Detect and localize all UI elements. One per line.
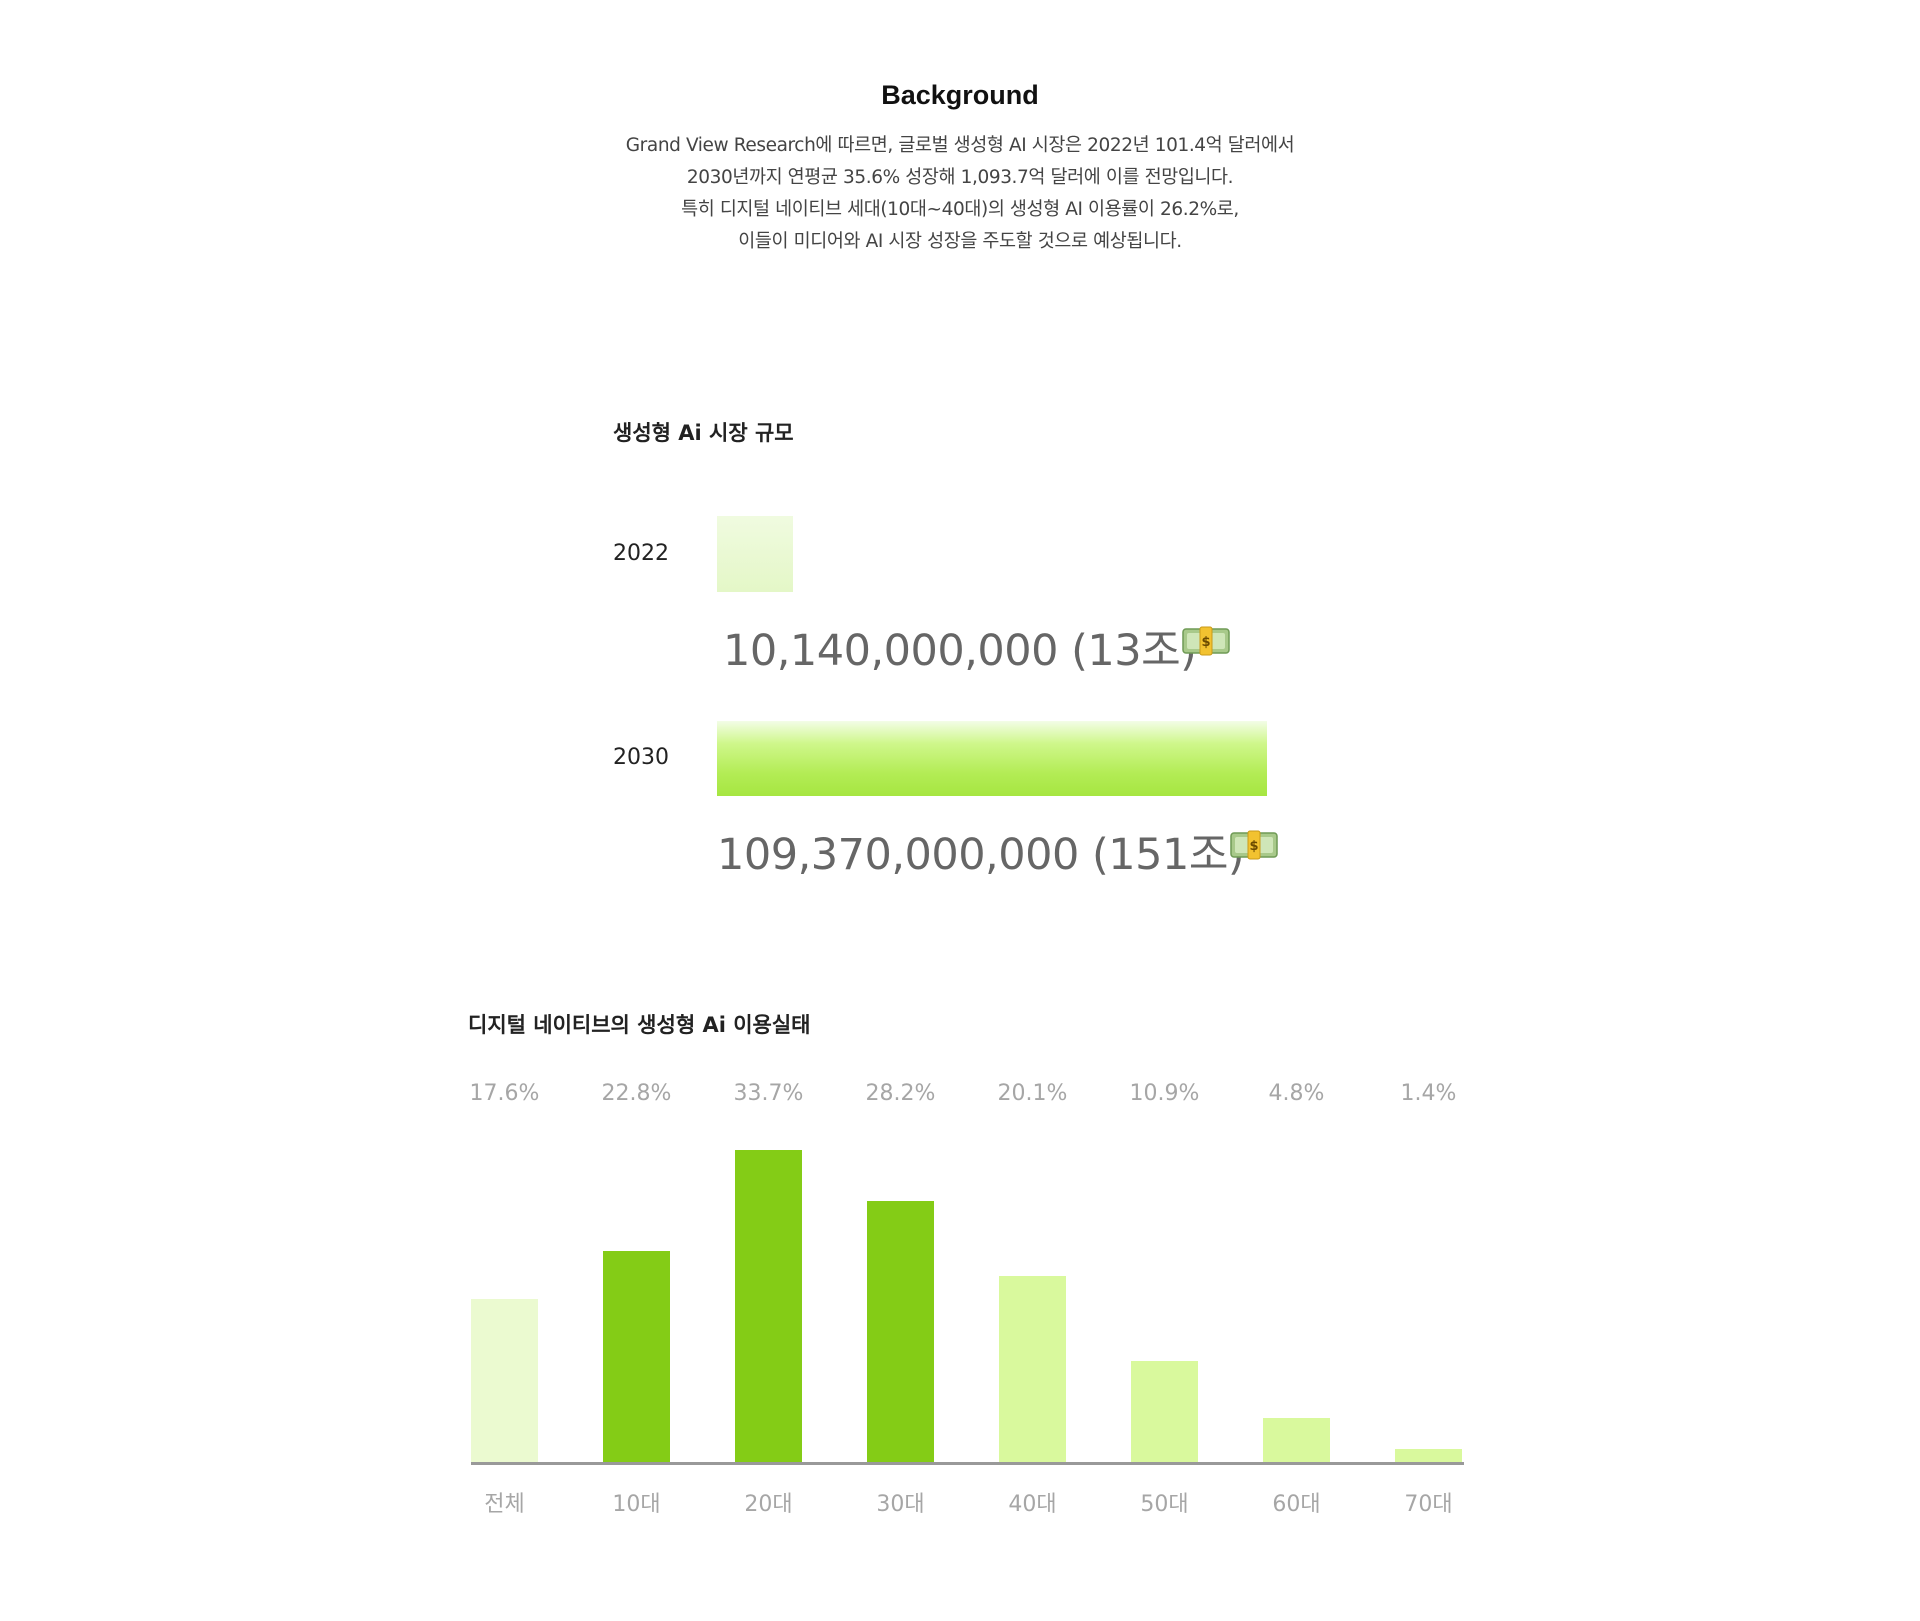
bar-2 [603, 1251, 670, 1462]
bar-8 [1395, 1449, 1462, 1462]
background-title: Background [881, 80, 1039, 110]
category-label: 60대 [1272, 1492, 1321, 1517]
value-label: 22.8% [601, 1081, 672, 1106]
category-label: 40대 [1008, 1492, 1057, 1517]
bar-5 [999, 1276, 1066, 1462]
category-label: 전체 [484, 1492, 525, 1517]
category-label: 10대 [612, 1492, 661, 1517]
bar-7 [1263, 1418, 1330, 1462]
market-value-2030: 109,370,000,000 (151조) [717, 830, 1245, 880]
year-label-2030: 2030 [613, 745, 669, 770]
market-size-title: 생성형 Ai 시장 규모 [613, 421, 794, 445]
value-label: 20.1% [997, 1081, 1068, 1106]
background-line: 2030년까지 연평균 35.6% 성장해 1,093.7억 달러에 이를 전망… [686, 167, 1234, 188]
year-label-2022: 2022 [613, 541, 669, 566]
svg-text:$: $ [1201, 635, 1210, 650]
category-label: 20대 [744, 1492, 793, 1517]
category-label: 70대 [1404, 1492, 1453, 1517]
background-line: 특히 디지털 네이티브 세대(10대~40대)의 생성형 AI 이용률이 26.… [681, 199, 1239, 220]
value-label: 10.9% [1129, 1081, 1200, 1106]
background-line: Grand View Research에 따르면, 글로벌 생성형 AI 시장은… [625, 135, 1295, 156]
background-description: Grand View Research에 따르면, 글로벌 생성형 AI 시장은… [0, 130, 1920, 258]
svg-text:$: $ [1249, 839, 1258, 854]
background-line: 이들이 미디어와 AI 시장 성장을 주도할 것으로 예상됩니다. [738, 231, 1182, 252]
money-bag-icon: $ [1230, 830, 1278, 860]
value-label: 17.6% [469, 1081, 540, 1106]
value-label: 1.4% [1400, 1081, 1457, 1106]
bar-1 [471, 1299, 538, 1462]
bar-4 [867, 1201, 934, 1462]
market-bar-2022 [717, 516, 793, 592]
category-label: 50대 [1140, 1492, 1189, 1517]
market-value-2022: 10,140,000,000 (13조) [723, 626, 1197, 676]
value-label: 4.8% [1268, 1081, 1325, 1106]
bar-3 [735, 1150, 802, 1462]
money-bag-icon: $ [1182, 626, 1230, 656]
category-label: 30대 [876, 1492, 925, 1517]
bar-6 [1131, 1361, 1198, 1462]
value-label: 33.7% [733, 1081, 804, 1106]
chart-baseline [471, 1462, 1464, 1465]
usage-title: 디지털 네이티브의 생성형 Ai 이용실태 [468, 1013, 811, 1037]
market-bar-2030 [717, 721, 1267, 796]
value-label: 28.2% [865, 1081, 936, 1106]
